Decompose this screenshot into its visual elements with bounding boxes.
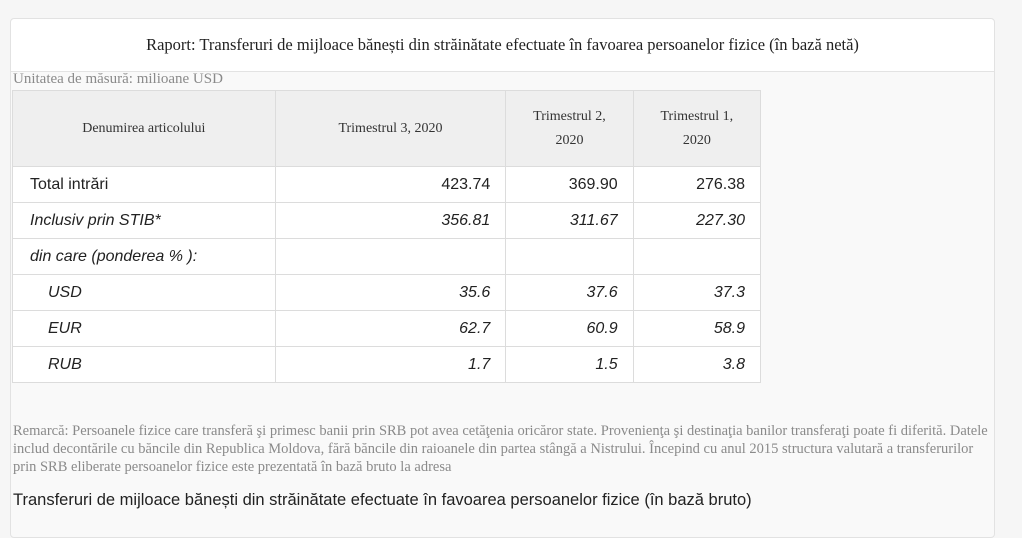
table-header-row: Denumirea articolului Trimestrul 3, 2020…: [12, 90, 762, 167]
row-label: din care (ponderea % ):: [12, 238, 276, 275]
table-row-total-intrari: Total intrări 423.74 369.90 276.38: [12, 166, 762, 203]
column-header-q2: Trimestrul 2, 2020: [505, 90, 634, 167]
cell-q1: 37.3: [632, 274, 762, 311]
cell-q2: [505, 238, 634, 275]
column-header-name: Denumirea articolului: [12, 90, 276, 167]
cell-q2: 1.5: [505, 346, 634, 383]
row-label: USD: [12, 274, 276, 311]
unit-of-measure: Unitatea de măsură: milioane USD: [13, 71, 223, 87]
column-header-q3: Trimestrul 3, 2020: [274, 90, 507, 167]
column-header-q1: Trimestrul 1, 2020: [632, 90, 762, 167]
cell-q2: 369.90: [505, 166, 634, 203]
table-row-usd: USD 35.6 37.6 37.3: [12, 274, 762, 311]
cell-q3: 356.81: [274, 202, 507, 239]
report-title: Raport: Transferuri de mijloace bănești …: [11, 19, 994, 72]
cell-q1: 276.38: [632, 166, 762, 203]
row-label: Total intrări: [12, 166, 276, 203]
bruto-report-link[interactable]: Transferuri de mijloace bănești din stră…: [13, 491, 752, 509]
row-label: RUB: [12, 346, 276, 383]
row-label: Inclusiv prin STIB*: [12, 202, 276, 239]
table-row-eur: EUR 62.7 60.9 58.9: [12, 310, 762, 347]
cell-q1: [632, 238, 762, 275]
cell-q3: 35.6: [274, 274, 507, 311]
cell-q3: 62.7: [274, 310, 507, 347]
cell-q2: 311.67: [505, 202, 634, 239]
table-row-din-care: din care (ponderea % ):: [12, 238, 762, 275]
cell-q3: 1.7: [274, 346, 507, 383]
cell-q1: 3.8: [632, 346, 762, 383]
cell-q2: 37.6: [505, 274, 634, 311]
report-table: Denumirea articolului Trimestrul 3, 2020…: [12, 90, 762, 383]
remark-text: Remarcă: Persoanele fizice care transfer…: [13, 423, 988, 475]
cell-q1: 227.30: [632, 202, 762, 239]
table-row-inclusiv-stib: Inclusiv prin STIB* 356.81 311.67 227.30: [12, 202, 762, 239]
cell-q2: 60.9: [505, 310, 634, 347]
cell-q3: [274, 238, 507, 275]
cell-q1: 58.9: [632, 310, 762, 347]
table-row-rub: RUB 1.7 1.5 3.8: [12, 346, 762, 383]
cell-q3: 423.74: [274, 166, 507, 203]
row-label: EUR: [12, 310, 276, 347]
